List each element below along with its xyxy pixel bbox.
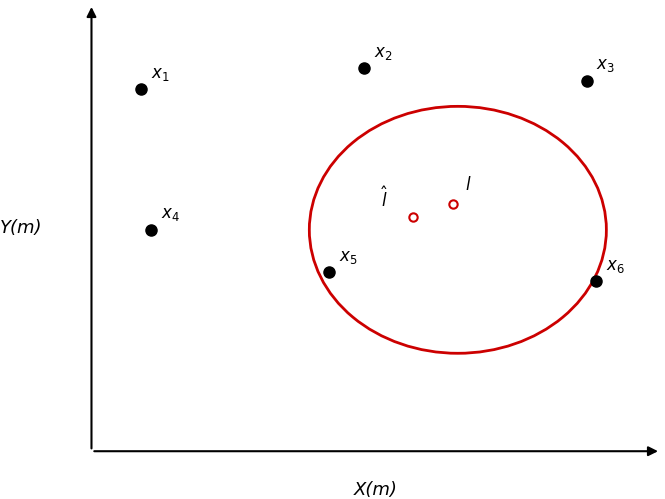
Text: $x_{6}$: $x_{6}$ — [606, 256, 625, 274]
Text: $x_{3}$: $x_{3}$ — [597, 56, 615, 74]
Text: $x_{4}$: $x_{4}$ — [161, 206, 180, 224]
Text: $l$: $l$ — [465, 176, 471, 194]
Text: $\hat{l}$: $\hat{l}$ — [381, 186, 388, 211]
Text: X(m): X(m) — [354, 481, 398, 499]
Text: $x_{2}$: $x_{2}$ — [374, 43, 392, 62]
Text: $x_{1}$: $x_{1}$ — [151, 65, 170, 83]
Text: Y(m): Y(m) — [0, 219, 42, 237]
Text: $x_{5}$: $x_{5}$ — [339, 248, 358, 266]
